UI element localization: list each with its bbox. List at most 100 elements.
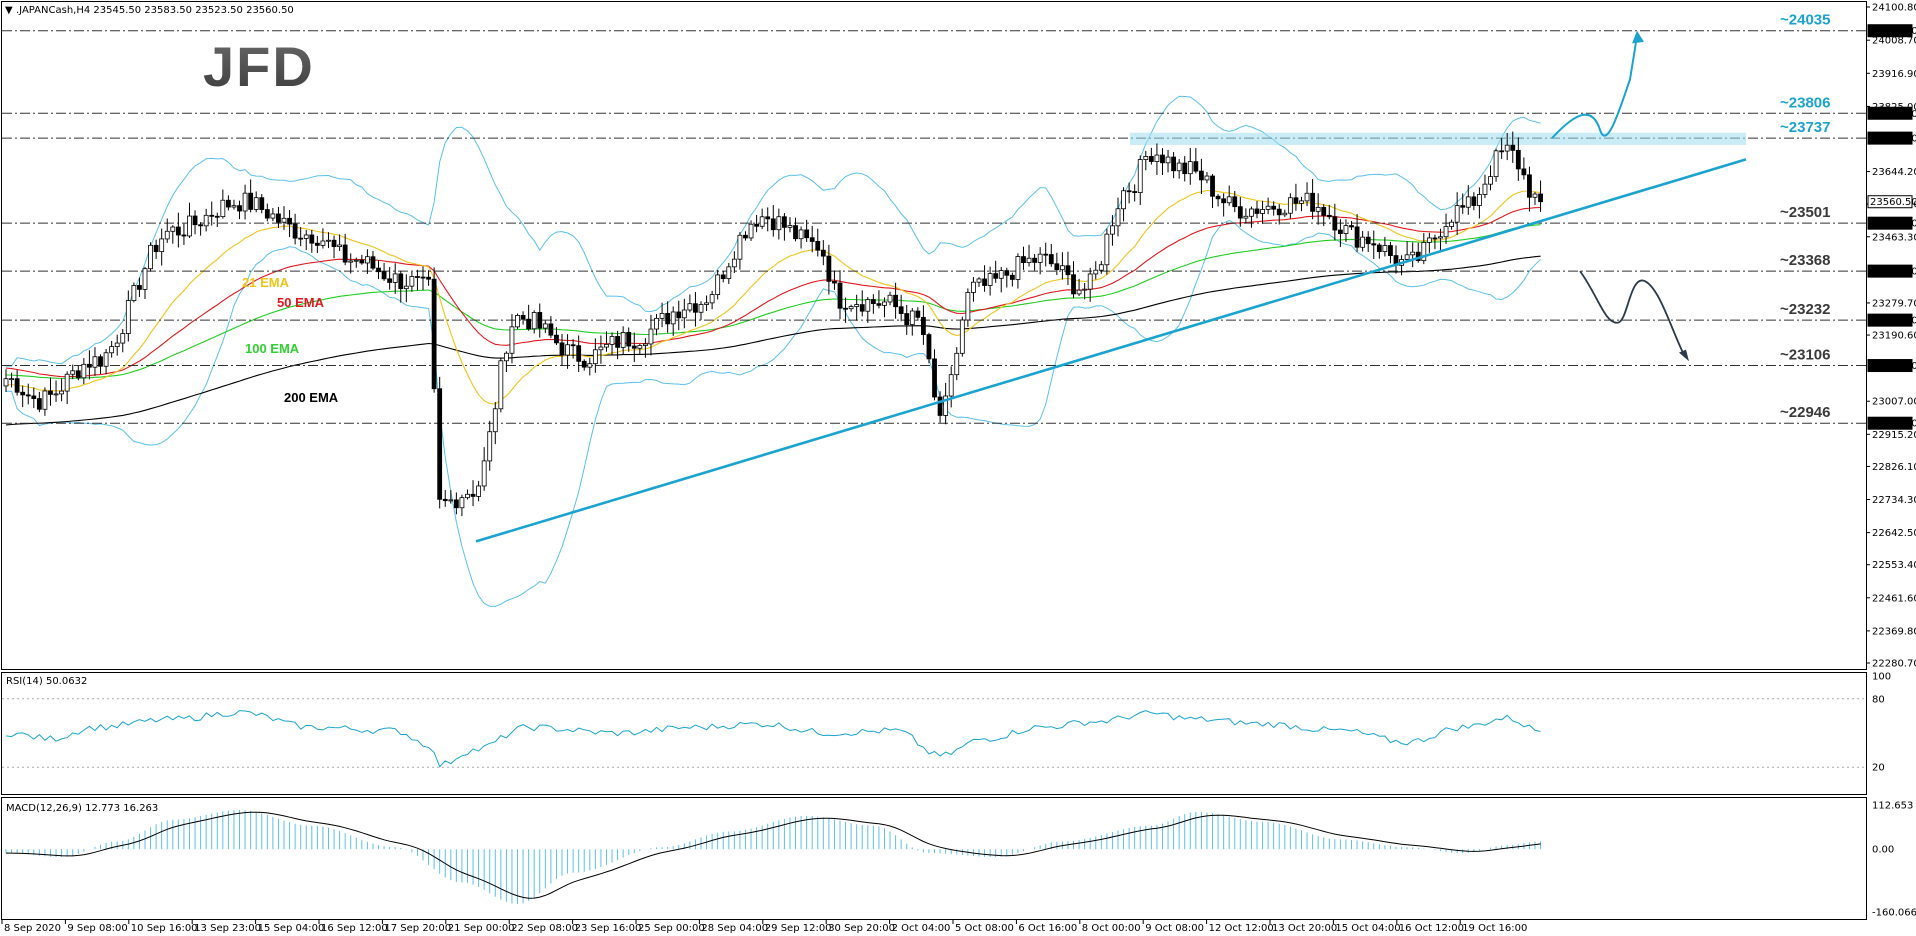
candle-up — [1243, 215, 1249, 219]
candle-up — [604, 344, 609, 348]
candle-down — [153, 244, 159, 253]
candle-down — [381, 271, 387, 280]
candle-up — [515, 314, 520, 328]
candle-down — [1210, 175, 1215, 197]
price-tick-label: 23007.00 — [1872, 397, 1916, 408]
candle-up — [142, 268, 148, 290]
candle-up — [53, 393, 59, 396]
time-tick-label: 9 Sep 08:00 — [67, 923, 127, 934]
candle-down — [1071, 274, 1076, 295]
price-level-box-label: 23106.00 — [1870, 361, 1916, 372]
time-tick-label: 21 Sep 00:00 — [448, 923, 515, 934]
time-tick-label: 8 Oct 00:00 — [1082, 923, 1141, 934]
candle-up — [337, 244, 343, 247]
candle-down — [581, 360, 587, 368]
candle-down — [359, 259, 365, 264]
candle-down — [192, 215, 198, 226]
rsi-tick-label: 20 — [1872, 763, 1885, 774]
candle-down — [832, 280, 837, 284]
ema21-label: 21 EMA — [242, 275, 290, 290]
candle-up — [1093, 269, 1099, 275]
candle-up — [353, 259, 359, 262]
candle-down — [36, 398, 42, 410]
ema-lines — [5, 189, 1541, 426]
candle-up — [531, 312, 537, 330]
candle-down — [770, 218, 776, 231]
price-level-box-label: 23368.00 — [1870, 267, 1916, 278]
price-level-box — [1867, 24, 1913, 38]
time-tick-label: 10 Sep 16:00 — [131, 923, 198, 934]
candle-up — [737, 234, 743, 260]
candle-down — [1148, 156, 1154, 162]
candle-down — [87, 363, 92, 368]
candle-up — [9, 378, 14, 381]
candle-up — [220, 199, 226, 218]
candle-up — [1082, 288, 1088, 291]
candle-up — [1143, 156, 1149, 160]
candle-up — [865, 299, 871, 312]
candle-up — [848, 306, 854, 310]
candle-down — [342, 244, 348, 263]
price-level-box — [1867, 195, 1913, 209]
candle-down — [1332, 216, 1338, 231]
time-tick-label: 15 Oct 04:00 — [1335, 923, 1400, 934]
price-level-box — [1867, 416, 1913, 430]
candle-down — [820, 249, 826, 257]
candle-down — [932, 358, 937, 398]
candle-up — [1104, 233, 1110, 266]
candle-down — [376, 267, 381, 273]
candle-up — [281, 217, 287, 223]
candle-up — [503, 352, 509, 362]
candle-down — [1276, 208, 1282, 216]
candle-up — [231, 205, 237, 208]
price-level-box — [1867, 216, 1913, 230]
time-tick-label: 8 Sep 2020 — [4, 923, 61, 934]
time-tick-label: 13 Sep 23:00 — [194, 923, 261, 934]
candle-up — [1282, 212, 1288, 216]
candle-up — [1443, 226, 1449, 238]
candle-up — [326, 239, 331, 242]
candle-down — [1376, 244, 1382, 252]
candle-down — [1471, 196, 1477, 206]
candle-down — [398, 273, 404, 290]
price-level-box — [1867, 131, 1913, 145]
time-tick-label: 30 Sep 20:00 — [828, 923, 895, 934]
candle-up — [1121, 190, 1126, 210]
candle-down — [14, 378, 20, 393]
candle-up — [92, 356, 98, 368]
candle-down — [898, 306, 904, 314]
ema50-line — [5, 206, 1541, 378]
price-level-box-label: 22946.00 — [1870, 419, 1916, 430]
time-tick-label: 5 Oct 08:00 — [955, 923, 1014, 934]
candle-up — [1110, 225, 1115, 235]
candle-down — [1460, 205, 1466, 208]
candle-down — [420, 276, 426, 279]
candle-up — [1426, 237, 1432, 243]
candle-up — [542, 323, 548, 329]
candle-down — [1193, 161, 1199, 172]
candle-up — [715, 274, 721, 295]
candle-up — [465, 493, 470, 499]
price-tick-label: 23916.90 — [1872, 69, 1916, 80]
ema200-label: 200 EMA — [284, 390, 339, 405]
candle-up — [1410, 251, 1416, 256]
candle-up — [1404, 254, 1410, 260]
time-tick-label: 23 Sep 16:00 — [575, 923, 642, 934]
macd-panel-frame — [1, 797, 1867, 920]
candle-up — [253, 197, 259, 210]
candle-up — [1165, 156, 1171, 164]
candle-up — [637, 345, 643, 349]
candle-up — [587, 363, 593, 368]
candle-up — [1360, 236, 1366, 248]
price-tick-label: 22826.10 — [1872, 462, 1916, 473]
rsi-tick-label: 80 — [1872, 694, 1885, 705]
candle-up — [687, 303, 693, 311]
candle-down — [248, 192, 254, 210]
candle-down — [815, 241, 821, 251]
candle-up — [609, 336, 615, 345]
bollinger-bands — [5, 95, 1541, 607]
candle-up — [1037, 253, 1043, 263]
candle-down — [537, 312, 543, 329]
